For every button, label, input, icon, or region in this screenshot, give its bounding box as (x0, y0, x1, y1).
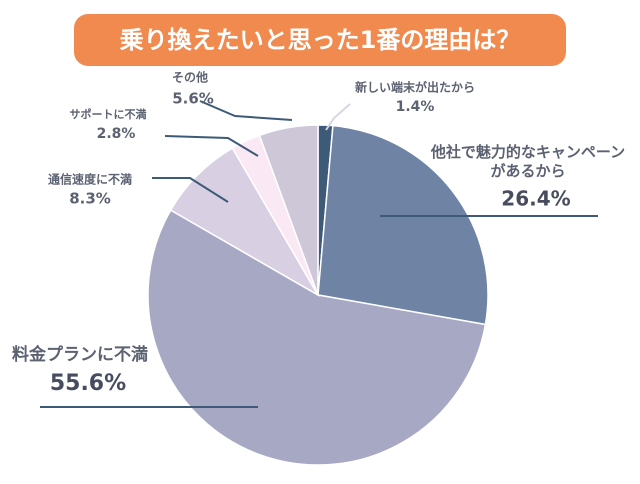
value-label: 8.3% (69, 190, 111, 208)
pie-slice (317, 124, 489, 326)
category-label: 新しい端末が出たから (355, 80, 475, 95)
pie-slice (147, 209, 487, 466)
pie-slice (258, 124, 319, 296)
chart-title: 乗り換えたいと思った1番の理由は？ (120, 26, 521, 54)
leader-line (152, 177, 229, 203)
leader-line (199, 100, 293, 121)
value-label: 55.6% (50, 371, 126, 396)
leader-line (325, 103, 351, 131)
category-label-line: があるから (490, 162, 565, 180)
value-label: 2.8% (97, 126, 136, 142)
category-label: 料金プランに不満 (12, 344, 148, 365)
category-label: その他 (172, 70, 208, 85)
category-label: 通信速度に不満 (48, 172, 132, 187)
value-label: 26.4% (501, 187, 570, 211)
category-label: サポートに不満 (70, 107, 147, 121)
leader-line (164, 135, 259, 157)
title-background (74, 14, 566, 66)
pie-slice (169, 147, 321, 298)
value-label: 1.4% (396, 99, 435, 115)
category-label: 他社で魅力的なキャンペーンがあるから (430, 143, 625, 180)
value-label: 5.6% (172, 90, 214, 108)
category-label-line: 他社で魅力的なキャンペーン (430, 143, 625, 161)
